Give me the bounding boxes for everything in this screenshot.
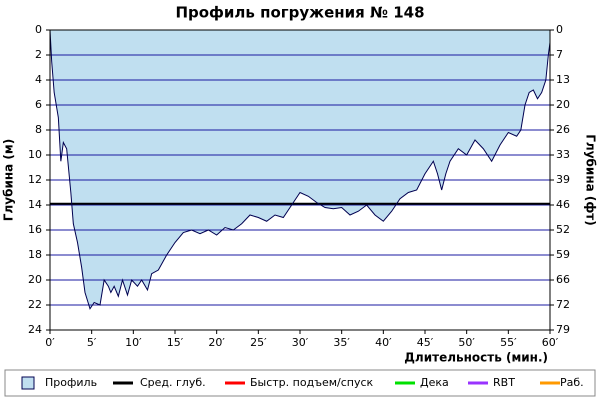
y-tick-label: 0 — [35, 23, 42, 36]
x-tick-label: 5′ — [87, 336, 97, 349]
y-tick-label: 2 — [35, 48, 42, 61]
y2-tick-label: 0 — [556, 23, 563, 36]
x-tick-label: 10′ — [125, 336, 142, 349]
legend-swatch — [21, 376, 35, 390]
x-tick-label: 0′ — [45, 336, 55, 349]
y2-tick-label: 13 — [556, 73, 570, 86]
y2-tick-label: 79 — [556, 323, 570, 336]
y2-tick-label: 59 — [556, 248, 570, 261]
x-axis-label: Длительность (мин.) — [404, 351, 548, 365]
legend-box — [4, 369, 596, 397]
y-axis-label: Глубина (м) — [2, 139, 16, 221]
y2-tick-label: 46 — [556, 198, 570, 211]
legend-label: RBT — [493, 376, 515, 389]
legend-label: Сред. глуб. — [140, 376, 206, 389]
x-tick-label: 20′ — [208, 336, 225, 349]
profile-line — [49, 29, 551, 310]
y-tick-label: 22 — [28, 298, 42, 311]
y2-tick-label: 33 — [556, 148, 570, 161]
y-tick-label: 6 — [35, 98, 42, 111]
x-tick-label: 45′ — [417, 336, 434, 349]
y2-tick-label: 39 — [556, 173, 570, 186]
profile-area — [50, 30, 550, 309]
x-tick-label: 50′ — [458, 336, 475, 349]
y2-tick-label: 72 — [556, 298, 570, 311]
x-tick-label: 35′ — [333, 336, 350, 349]
legend-label: Дека — [420, 376, 449, 389]
legend-label: Раб. — [560, 376, 584, 389]
x-tick-label: 60′ — [542, 336, 559, 349]
y2-tick-label: 66 — [556, 273, 570, 286]
plot-border — [49, 29, 551, 331]
x-tick-label: 40′ — [375, 336, 392, 349]
y-tick-label: 8 — [35, 123, 42, 136]
x-tick-label: 30′ — [292, 336, 309, 349]
y2-tick-label: 52 — [556, 223, 570, 236]
y2-tick-label: 26 — [556, 123, 570, 136]
chart-title: Профиль погружения № 148 — [175, 4, 424, 22]
y-tick-label: 16 — [28, 223, 42, 236]
y-tick-label: 14 — [28, 198, 42, 211]
y2-tick-label: 7 — [556, 48, 563, 61]
y-tick-label: 18 — [28, 248, 42, 261]
y-tick-label: 20 — [28, 273, 42, 286]
x-tick-label: 25′ — [250, 336, 267, 349]
y2-tick-label: 20 — [556, 98, 570, 111]
y-tick-label: 12 — [28, 173, 42, 186]
x-tick-label: 15′ — [167, 336, 184, 349]
legend-label: Быстр. подъем/спуск — [250, 376, 374, 389]
legend-label: Профиль — [45, 376, 97, 389]
y2-axis-label: Глубина (фт) — [584, 134, 598, 225]
x-tick-label: 55′ — [500, 336, 517, 349]
y-tick-label: 24 — [28, 323, 42, 336]
y-tick-label: 4 — [35, 73, 42, 86]
y-tick-label: 10 — [28, 148, 42, 161]
